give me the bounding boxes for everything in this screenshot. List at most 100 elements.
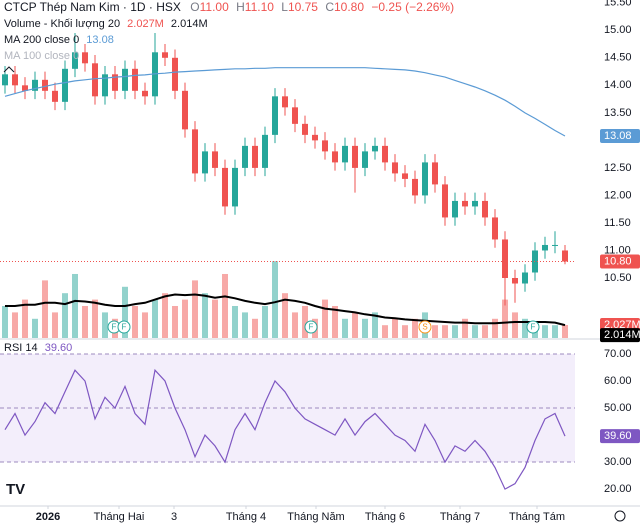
volume-bar	[172, 305, 178, 338]
y-tick-label: 14.50	[604, 52, 632, 64]
volume-bar	[472, 325, 478, 338]
candle-body	[262, 134, 268, 168]
candle-body	[542, 244, 548, 251]
candle-body	[142, 90, 148, 97]
candle-body	[302, 123, 308, 135]
ohlc-key: L	[281, 0, 288, 14]
y-tick-label: 13.50	[604, 107, 632, 119]
event-label: F	[112, 323, 117, 332]
rsi-tick-label: 70.00	[604, 348, 632, 360]
x-tick-label: Tháng 6	[365, 511, 405, 523]
candle-body	[182, 90, 188, 130]
event-marker	[117, 320, 131, 334]
y-tick-label: 11.50	[604, 217, 631, 229]
candle-body	[462, 200, 468, 207]
ma-value: 13.08	[86, 34, 114, 46]
volume-ma-line	[5, 293, 566, 327]
rsi-name: RSI 14	[4, 342, 38, 354]
y-tick-label: 11.00	[604, 244, 631, 256]
candle-body	[52, 90, 58, 102]
volume-bar	[382, 325, 388, 338]
rsi-header: RSI 14 39.60	[4, 342, 72, 354]
volume-bar	[82, 305, 88, 338]
change: −0.25 (−2.26%)	[371, 0, 454, 14]
candle-body	[12, 74, 18, 86]
volume-bar	[362, 318, 368, 338]
volume-bar	[322, 299, 328, 338]
x-tick-label: Tháng 4	[226, 511, 266, 523]
rsi-last-label-box	[600, 429, 640, 444]
volume-bar	[392, 318, 398, 338]
settings-icon[interactable]	[614, 510, 626, 522]
candle-body	[172, 57, 178, 91]
candle-body	[62, 68, 68, 102]
candle-body	[162, 52, 168, 58]
volume-bar	[132, 305, 138, 338]
candle-body	[392, 162, 398, 174]
y-tick-label: 15.50	[604, 0, 632, 9]
x-tick-label: Tháng Hai	[94, 511, 145, 523]
candle-body	[212, 151, 218, 168]
volume-ma-last-label: 2.014M	[604, 329, 640, 341]
candle-body	[112, 74, 118, 91]
candle-body	[512, 277, 518, 284]
volume-bar	[122, 286, 128, 338]
volume-header: Volume - Khối lượng 20 2.027M 2.014M	[4, 18, 208, 30]
candle-body	[472, 200, 478, 207]
volume-bar	[22, 299, 28, 338]
volume-bar	[482, 325, 488, 338]
candle-body	[192, 129, 198, 174]
logo[interactable]: TV	[6, 481, 25, 498]
candle-body	[282, 96, 288, 108]
x-tick-label: Tháng Năm	[287, 511, 344, 523]
close-last-label: 10.80	[604, 255, 632, 267]
candle-body	[522, 272, 528, 284]
volume-bar	[62, 293, 68, 338]
volume-bar	[72, 273, 78, 338]
event-label: S	[422, 323, 427, 332]
event-label: F	[531, 323, 536, 332]
volume-bar	[352, 312, 358, 338]
event-marker	[304, 320, 318, 334]
candle-body	[342, 145, 348, 163]
volume-bar	[52, 312, 58, 338]
volume-value: 2.027M	[127, 18, 164, 30]
volume-bar	[452, 325, 458, 338]
x-tick-label: Tháng Tám	[509, 511, 565, 523]
candle-body	[492, 217, 498, 240]
volume-bar	[542, 325, 548, 338]
collapse-icon[interactable]	[3, 66, 15, 73]
candle-body	[372, 145, 378, 152]
candle-body	[362, 151, 368, 168]
candle-body	[82, 52, 88, 64]
volume-bar	[552, 325, 558, 338]
volume-bar	[372, 312, 378, 338]
candle-body	[102, 74, 108, 97]
candle-body	[412, 178, 418, 196]
candle-body	[272, 96, 278, 135]
volume-bar	[442, 325, 448, 338]
candle-body	[72, 52, 78, 69]
candle-body	[2, 74, 8, 86]
volume-bar	[102, 312, 108, 338]
volume-last-label: 2.027M	[604, 319, 640, 331]
candle-body	[202, 151, 208, 174]
volume-bar	[432, 325, 438, 338]
ma-last-label-box	[600, 128, 640, 143]
volume-bar	[402, 325, 408, 338]
chart-title: CTCP Thép Nam Kim · 1D · HSX	[4, 0, 181, 14]
candle-body	[562, 250, 568, 262]
ohlc-value: 11.00	[200, 0, 229, 14]
event-marker	[526, 320, 540, 334]
volume-bar	[182, 299, 188, 338]
volume-bar	[302, 305, 308, 338]
x-tick-label: 2026	[36, 511, 60, 523]
ohlc-value: 11.10	[245, 0, 274, 14]
candle-body	[132, 68, 138, 91]
volume-bar	[212, 299, 218, 338]
rsi-tick-label: 50.00	[604, 402, 632, 414]
volume-bar	[2, 305, 8, 338]
volume-bar	[332, 305, 338, 338]
candle-body	[222, 167, 228, 207]
